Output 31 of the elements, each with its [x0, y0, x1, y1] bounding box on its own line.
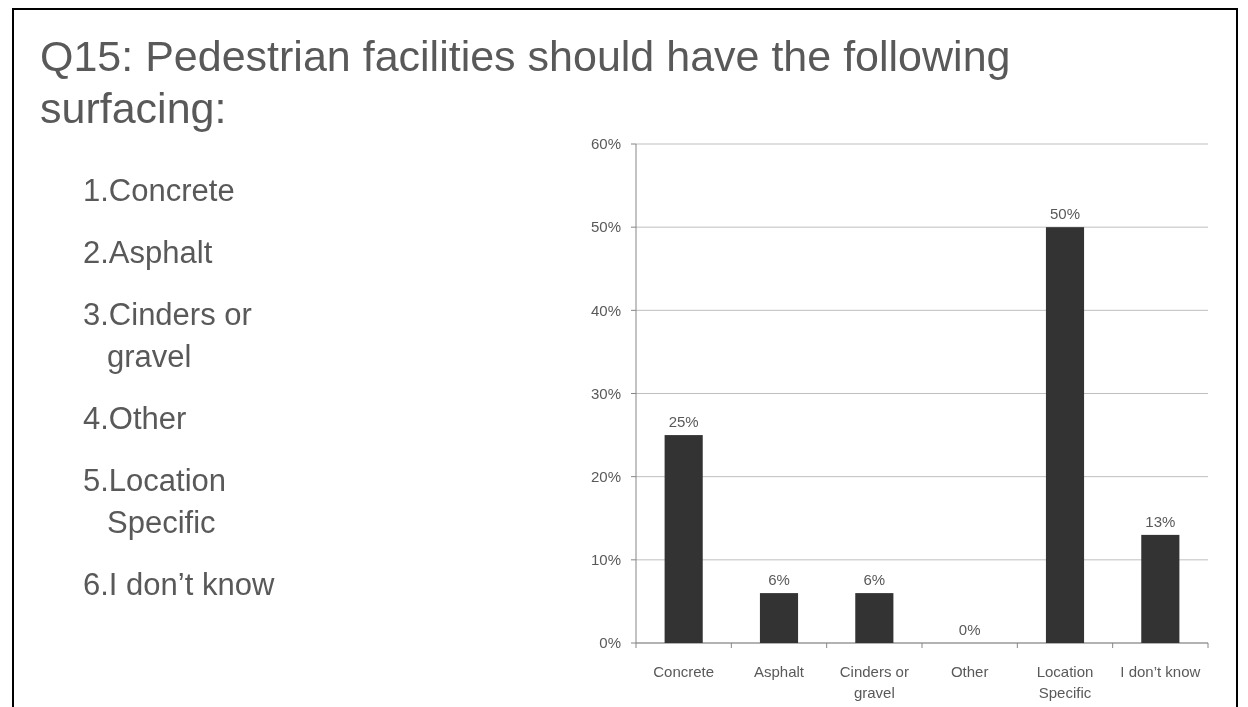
bar	[1141, 534, 1180, 643]
data-label: 50%	[1049, 205, 1081, 223]
y-tick-label: 40%	[590, 301, 621, 319]
data-label: 13%	[1145, 512, 1176, 530]
data-label: 6%	[863, 571, 886, 589]
y-tick-label: 0%	[599, 634, 621, 652]
bar	[1045, 227, 1085, 643]
x-tick-label: I don’t know	[1120, 663, 1201, 680]
x-tick-label: Asphalt	[753, 663, 805, 680]
text: 3.Cinders or gravel	[83, 296, 253, 376]
x-tick-label: Cinders or gravel	[839, 663, 909, 701]
y-tick-label: 10%	[590, 551, 621, 569]
x-tick-label: Other	[950, 663, 989, 680]
x-tick-label: Concrete	[653, 663, 715, 680]
text: 4.Other	[83, 400, 188, 438]
x-tick-label: Location Specific	[1036, 663, 1094, 701]
text: 1.Concrete	[83, 172, 236, 210]
bar	[855, 593, 894, 643]
y-tick-label: 30%	[590, 384, 621, 402]
chart-title: Q15: Pedestrian facilities should have the following surfacing:	[40, 32, 1011, 132]
bar	[759, 593, 799, 643]
text: 5.Location Specific	[83, 462, 228, 542]
text: 2.Asphalt	[83, 234, 214, 272]
y-tick-label: 50%	[590, 218, 621, 236]
data-label: 6%	[768, 571, 790, 589]
text: 6.I don’t know	[83, 566, 276, 604]
y-tick-label: 20%	[590, 467, 621, 485]
y-tick-label: 60%	[590, 135, 621, 153]
data-label: 25%	[668, 413, 699, 431]
data-label: 0%	[958, 621, 981, 638]
bar	[664, 435, 703, 643]
